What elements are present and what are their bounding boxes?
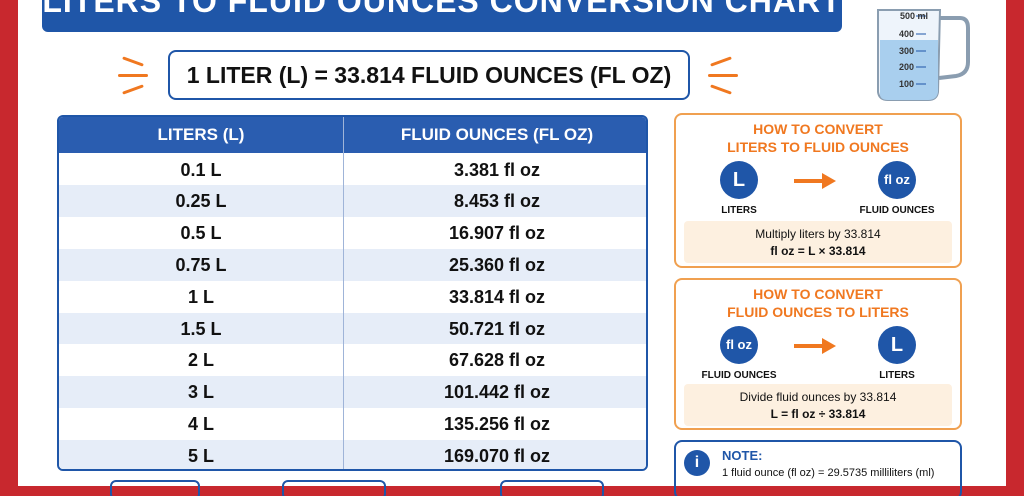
instruction: L = fl oz ÷ 33.814 bbox=[770, 407, 866, 421]
icon-label: FLUID OUNCES bbox=[701, 370, 777, 381]
instruction-box: Multiply liters by 33.814 fl oz = L × 33… bbox=[684, 221, 952, 263]
footer-box bbox=[500, 480, 604, 496]
table-cell: 1.5 L bbox=[180, 318, 222, 339]
table-row bbox=[59, 407, 646, 440]
info-icon: i bbox=[684, 450, 710, 476]
formula: 1 LITER (L) = 33.814 FLUID OUNCES (FL OZ… bbox=[186, 62, 672, 88]
panel-title: HOW TO CONVERT bbox=[753, 286, 883, 302]
note-box: i NOTE: 1 fluid ounce (fl oz) = 29.5735 … bbox=[674, 440, 962, 496]
cup-label: 200 bbox=[899, 62, 914, 72]
table-cell: 2 L bbox=[187, 350, 214, 371]
table: LITERS (L) FLUID OUNCES (FL OZ) 0.1 L 3.3… bbox=[57, 115, 648, 471]
table-cell: 0.75 L bbox=[175, 254, 227, 275]
panel-title: HOW TO CONVERT bbox=[753, 121, 883, 137]
table-cell: 3 L bbox=[187, 382, 214, 403]
instruction: fl oz = L × 33.814 bbox=[770, 244, 866, 258]
table-row bbox=[59, 185, 646, 218]
table-cell: 16.907 fl oz bbox=[448, 223, 546, 244]
title-banner: LITERS TO FLUID OUNCES CONVERSION CHART bbox=[42, 0, 842, 32]
table-cell: 1 L bbox=[187, 286, 214, 307]
table-row bbox=[59, 153, 646, 186]
table-cell: 169.070 fl oz bbox=[443, 445, 551, 466]
table-row bbox=[59, 217, 646, 249]
measuring-cup: 500 ml 400 300 200 100 bbox=[877, 9, 970, 101]
table-cell: 33.814 fl oz bbox=[448, 286, 546, 307]
panel: HOW TO CONVERT FLUID OUNCES TO LITERS fl… bbox=[674, 278, 962, 430]
cup-label: 500 ml bbox=[900, 11, 928, 21]
footer-box bbox=[110, 480, 200, 496]
instruction-box: Divide fluid ounces by 33.814 L = fl oz … bbox=[684, 384, 952, 426]
table-row bbox=[59, 344, 646, 377]
cup-label: 300 bbox=[899, 46, 914, 56]
note-text: 1 fluid ounce (fl oz) = 29.5735 millilit… bbox=[722, 467, 935, 479]
table-cell: 5 L bbox=[187, 445, 214, 466]
table-cell: 101.442 fl oz bbox=[443, 382, 551, 403]
icon: fl oz bbox=[720, 326, 758, 364]
table-cell: 25.360 fl oz bbox=[448, 254, 546, 275]
table-cell: 67.628 fl oz bbox=[448, 350, 546, 371]
arrow bbox=[794, 338, 836, 354]
table-cell: 135.256 fl oz bbox=[443, 413, 551, 434]
table-cell: 50.721 fl oz bbox=[448, 318, 546, 339]
accent bbox=[118, 74, 148, 77]
table-row bbox=[59, 248, 646, 281]
column-divider bbox=[343, 117, 344, 469]
table-row bbox=[59, 376, 646, 408]
instruction: Multiply liters by 33.814 bbox=[755, 227, 881, 241]
table-cell: 3.381 fl oz bbox=[453, 159, 541, 180]
accent bbox=[708, 74, 738, 77]
panel-title: FLUID OUNCES TO LITERS bbox=[727, 304, 909, 320]
icon-label: LITERS bbox=[721, 205, 757, 216]
cup-label: 400 bbox=[899, 29, 914, 39]
arrow bbox=[794, 173, 836, 189]
panel: HOW TO CONVERT LITERS TO FLUID OUNCES L … bbox=[674, 113, 962, 268]
icon-label: FLUID OUNCES bbox=[859, 205, 935, 216]
title: LITERS TO FLUID OUNCES CONVERSION CHART bbox=[42, 0, 842, 19]
note-title: NOTE: bbox=[722, 448, 763, 463]
table-row bbox=[59, 439, 646, 469]
table-cell: 0.5 L bbox=[180, 223, 222, 244]
icon: L bbox=[720, 161, 758, 199]
icon: fl oz bbox=[878, 161, 916, 199]
cup-label: 100 bbox=[899, 79, 914, 89]
icon: L bbox=[878, 326, 916, 364]
table-row bbox=[59, 280, 646, 313]
formula-box: 1 LITER (L) = 33.814 FLUID OUNCES (FL OZ… bbox=[168, 50, 690, 100]
table-cell: 0.1 L bbox=[180, 159, 222, 180]
table-cell: 8.453 fl oz bbox=[453, 191, 541, 212]
table-row bbox=[59, 312, 646, 345]
column-header: FLUID OUNCES (FL OZ) bbox=[344, 117, 646, 153]
instruction: Divide fluid ounces by 33.814 bbox=[739, 390, 897, 404]
panel-title: LITERS TO FLUID OUNCES bbox=[727, 139, 909, 155]
table-cell: 4 L bbox=[187, 413, 214, 434]
icon-label: LITERS bbox=[879, 370, 915, 381]
footer-box bbox=[282, 480, 386, 496]
table-cell: 0.25 L bbox=[175, 191, 227, 212]
column-header: LITERS (L) bbox=[59, 117, 343, 153]
